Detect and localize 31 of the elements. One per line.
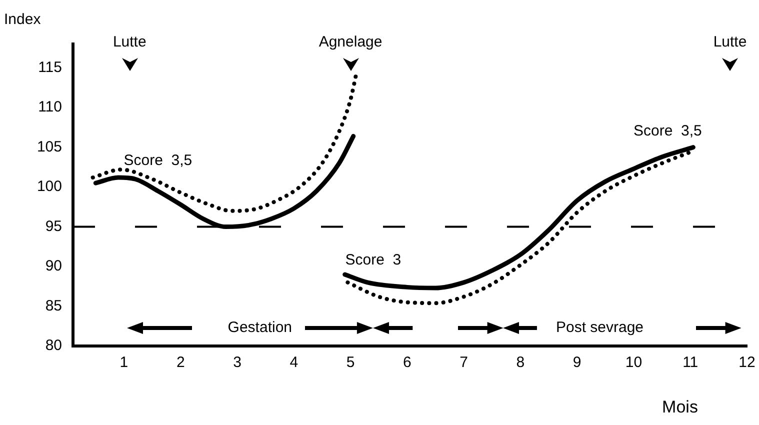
x-tick-label: 10 bbox=[625, 354, 642, 372]
line-series bbox=[90, 72, 358, 213]
annotation: Score 3 bbox=[345, 251, 402, 268]
x-tick-label: 3 bbox=[233, 354, 242, 372]
annotation: Gestation bbox=[228, 318, 292, 336]
y-tick-label: 115 bbox=[38, 58, 62, 76]
y-tick-label: 110 bbox=[38, 98, 62, 116]
x-tick-label: 8 bbox=[516, 354, 525, 372]
x-tick-label: 12 bbox=[738, 354, 756, 372]
x-tick-label: 6 bbox=[402, 354, 412, 372]
y-tick-label: 105 bbox=[36, 138, 62, 156]
x-tick-label: 11 bbox=[682, 354, 698, 372]
x-tick-label: 7 bbox=[460, 354, 468, 372]
x-tick-label: 1 bbox=[120, 354, 128, 372]
annotation: Score 3,5 bbox=[124, 152, 192, 169]
x-tick-label: 4 bbox=[290, 354, 298, 372]
annotation: Lutte bbox=[713, 34, 747, 51]
y-tick-label: 90 bbox=[45, 258, 62, 275]
annotation: Post sevrage bbox=[556, 318, 644, 336]
x-axis-title: Mois bbox=[662, 398, 698, 417]
annotation: Agnelage bbox=[318, 34, 382, 51]
x-tick-label: 9 bbox=[572, 354, 582, 372]
annotation: Score 3,5 bbox=[634, 122, 702, 140]
x-tick-label: 2 bbox=[176, 354, 185, 372]
y-tick-label: 85 bbox=[45, 297, 62, 314]
y-tick-label: 100 bbox=[36, 178, 62, 196]
y-tick-label: 80 bbox=[45, 337, 62, 354]
y-tick-label: 95 bbox=[45, 218, 62, 235]
x-tick-label: 5 bbox=[346, 354, 355, 372]
y-axis-title: Index bbox=[4, 11, 42, 28]
annotation: Lutte bbox=[112, 34, 146, 51]
